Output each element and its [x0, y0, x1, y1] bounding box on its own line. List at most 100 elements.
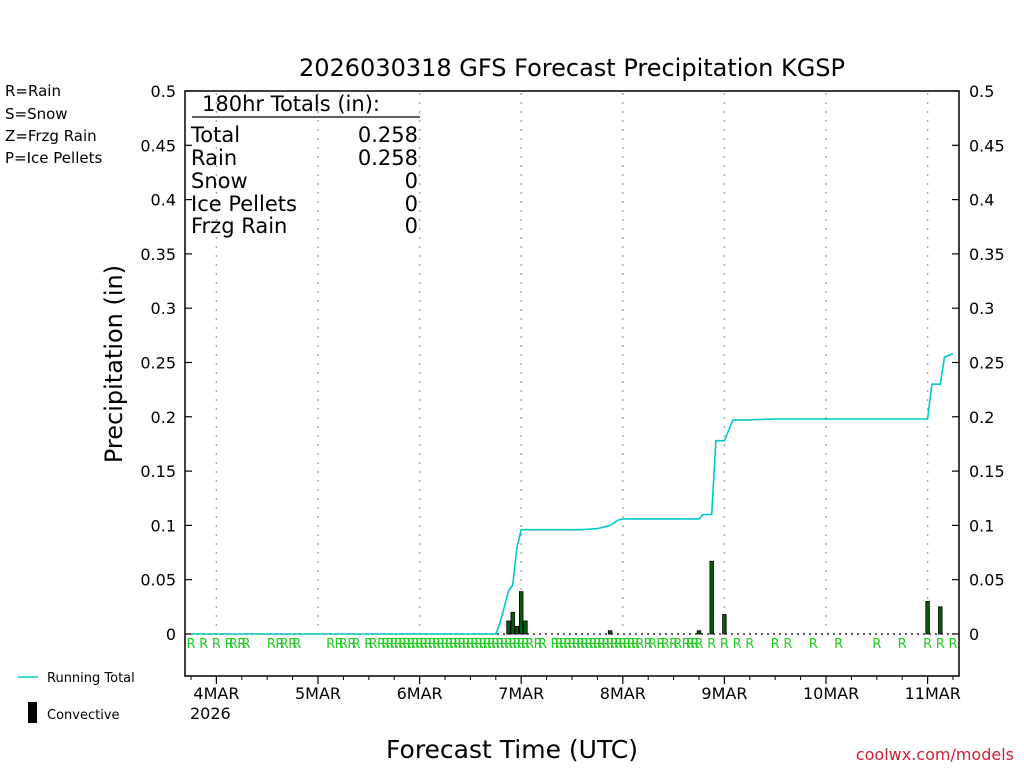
series-legend: Running Total Convective: [18, 671, 135, 723]
precip-type-marker: R: [339, 637, 348, 652]
x-tick-label: 11MAR: [905, 684, 961, 703]
legend-snow: S=Snow: [5, 105, 68, 123]
precip-type-marker: R: [538, 637, 547, 652]
right-y-tick-label: 0.2: [969, 408, 994, 427]
precip-type-marker: R: [415, 637, 424, 652]
totals-total-label: Total: [190, 123, 240, 147]
convective-bar: [506, 620, 511, 635]
convective-bar: [519, 591, 524, 635]
precip-type-marker: R: [661, 637, 670, 652]
convective-bars: [506, 560, 943, 635]
precip-type-marker: R: [457, 637, 466, 652]
precip-type-marker: R: [517, 637, 526, 652]
precip-type-marker: R: [923, 637, 932, 652]
precip-type-marker: R: [364, 637, 373, 652]
precip-type-marker: R: [783, 637, 792, 652]
totals-rain-value: 0.258: [358, 146, 418, 170]
precip-type-marker: R: [589, 637, 598, 652]
precip-type-marker: R: [462, 637, 471, 652]
precip-type-marker: R: [275, 637, 284, 652]
precip-type-marker: R: [432, 637, 441, 652]
precip-type-marker: R: [898, 637, 907, 652]
totals-freezing-rain-value: 0: [405, 214, 418, 238]
precip-type-marker: R: [326, 637, 335, 652]
x-tick-label: 5MAR: [295, 684, 341, 703]
totals-box: 180hr Totals (in): Total 0.258 Rain 0.25…: [190, 92, 420, 238]
precip-type-marker: R: [347, 637, 356, 652]
precip-type-marker: R: [623, 637, 632, 652]
chart-title: 2026030318 GFS Forecast Precipitation KG…: [299, 54, 845, 82]
left-y-tick-label: 0.05: [140, 571, 176, 590]
convective-legend-label: Convective: [47, 708, 120, 723]
precip-type-marker: R: [673, 637, 682, 652]
precip-type-marker: R: [352, 637, 361, 652]
x-tick-label: 7MAR: [498, 684, 544, 703]
precip-type-marker: R: [694, 637, 703, 652]
precip-type-marker: R: [436, 637, 445, 652]
legend-ice-pellets: P=Ice Pellets: [5, 149, 102, 167]
legend-freezing-rain: Z=Frzg Rain: [5, 127, 97, 145]
precip-type-marker: R: [618, 637, 627, 652]
precip-type-marker: R: [593, 637, 602, 652]
convective-bar: [709, 560, 714, 635]
precip-type-marker: R: [496, 637, 505, 652]
left-y-tick-label: 0.1: [151, 516, 176, 535]
left-y-tick-label: 0.4: [151, 191, 176, 210]
right-y-tick-label: 0.15: [969, 462, 1005, 481]
precip-type-marker: R: [474, 637, 483, 652]
running-total-line: [191, 353, 954, 635]
plot-frame: [184, 90, 960, 677]
precip-type-marker: R: [644, 637, 653, 652]
precip-type-marker: R: [225, 637, 234, 652]
precip-type-marker: R: [686, 637, 695, 652]
precip-type-marker: R: [525, 637, 534, 652]
precip-type-marker: R: [606, 637, 615, 652]
precip-type-marker: R: [402, 637, 411, 652]
precip-type-marker: R: [466, 637, 475, 652]
precip-type-marker: R: [771, 637, 780, 652]
precip-type-markers: R R R RR RR R RR RR R RR RR RR RRRRRRRRRRRRRRRRRRRRR…: [186, 637, 957, 652]
precip-type-marker: R: [690, 637, 699, 652]
precip-type-marker: R: [733, 637, 742, 652]
totals-heading: 180hr Totals (in):: [202, 92, 380, 116]
right-y-tick-label: 0.25: [969, 354, 1005, 373]
precip-type-marker: R: [648, 637, 657, 652]
precip-type-marker: R: [563, 637, 572, 652]
precip-type-marker: R: [682, 637, 691, 652]
convective-bar: [523, 620, 528, 635]
convective-bar: [722, 614, 727, 635]
x-tick-label: 9MAR: [701, 684, 747, 703]
running-total-legend-label: Running Total: [47, 671, 135, 686]
precip-type-marker: R: [288, 637, 297, 652]
precip-type-marker: R: [500, 637, 509, 652]
totals-snow-value: 0: [405, 169, 418, 193]
precip-type-marker: R: [584, 637, 593, 652]
precip-type-marker: R: [424, 637, 433, 652]
precip-type-marker: R: [656, 637, 665, 652]
precip-type-marker: R: [292, 637, 301, 652]
x-tick-label: 10MAR: [803, 684, 859, 703]
right-y-tick-label: 0.45: [969, 136, 1005, 155]
precip-type-marker: R: [669, 637, 678, 652]
precip-type-marker: R: [534, 637, 543, 652]
totals-ice-pellets-label: Ice Pellets: [191, 192, 297, 216]
convective-bar: [510, 611, 515, 635]
precip-type-marker: R: [580, 637, 589, 652]
precip-type-marker: R: [809, 637, 818, 652]
left-y-axis: 0 0.05 0.1 0.15 0.2 0.25 0.3 0.35 0.4 0.45 0.5: [140, 82, 192, 644]
totals-rain-label: Rain: [191, 146, 237, 170]
totals-snow-label: Snow: [191, 169, 248, 193]
precip-type-marker: R: [559, 637, 568, 652]
precip-type-marker: R: [419, 637, 428, 652]
convective-bar: [514, 625, 520, 635]
precip-type-marker: R: [186, 637, 195, 652]
convective-swatch: [28, 702, 37, 723]
precip-type-marker: R: [567, 637, 576, 652]
precip-type-marker: R: [597, 637, 606, 652]
precip-type-marker: R: [377, 637, 386, 652]
totals-freezing-rain-label: Frzg Rain: [191, 214, 287, 238]
right-y-tick-label: 0.5: [969, 82, 994, 101]
precip-type-marker: R: [551, 637, 560, 652]
legend-rain: R=Rain: [5, 82, 61, 100]
